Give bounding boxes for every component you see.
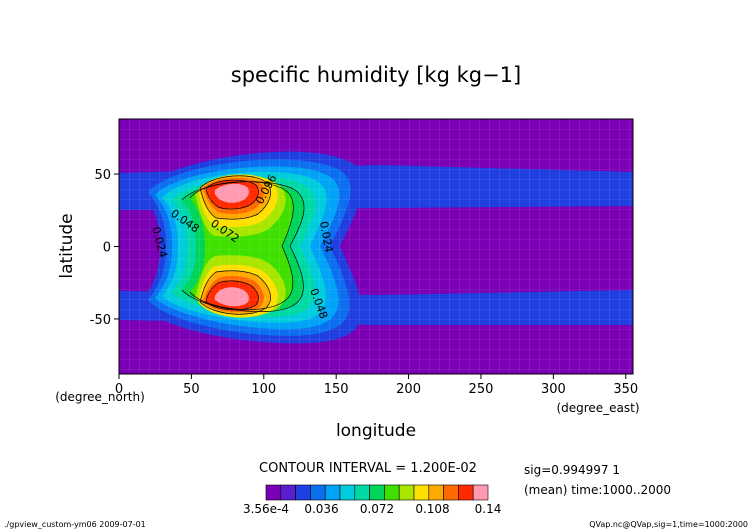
colorbar [265, 484, 489, 501]
contour-label-5: 0.024 [317, 220, 335, 253]
y-axis: 50 0 -50 [90, 168, 119, 328]
plot-area: 0.096 0.048 0.072 0.024 0.024 0.048 [119, 119, 633, 374]
x-tick-label: 200 [396, 382, 421, 397]
colorbar-swatch [369, 484, 385, 501]
x-tick-label: 350 [613, 382, 638, 397]
colorbar-swatch [354, 484, 370, 501]
colorbar-swatch [339, 484, 356, 501]
colorbar-swatch [458, 484, 474, 501]
colorbar-swatch [443, 484, 459, 501]
time-info: (mean) time:1000..2000 [524, 483, 671, 497]
colorbar-swatch [428, 484, 444, 501]
colorbar-swatch [324, 484, 341, 501]
x-tick-label: 100 [251, 382, 276, 397]
sigma-info: sig=0.994997 1 [524, 463, 620, 477]
y-axis-unit: (degree_north) [55, 390, 145, 404]
colorbar-swatch [310, 484, 326, 501]
y-axis-label: latitude [57, 213, 77, 278]
colorbar-swatch [398, 484, 415, 501]
x-axis: 0 50 100 150 200 250 300 350 [115, 374, 638, 397]
colorbar-tick-label: 0.036 [304, 502, 338, 516]
colorbar-swatch [265, 484, 282, 501]
colorbar-swatch [472, 484, 489, 501]
colorbar-tick-label: 0.14 [475, 502, 502, 516]
colorbar-tick-label: 0.108 [415, 502, 449, 516]
x-tick-label: 150 [324, 382, 349, 397]
y-tick-label: -50 [90, 313, 111, 328]
footer-left: ./gpview_custom-ym06 2009-07-01 [4, 520, 146, 529]
colorbar-swatch [413, 484, 430, 501]
colorbar-swatch [384, 484, 400, 501]
colorbar-tick-labels: 3.56e-4 0.036 0.072 0.108 0.14 [243, 502, 501, 516]
x-axis-label: longitude [336, 421, 416, 441]
chart-title: specific humidity [kg kg−1] [231, 63, 521, 87]
x-tick-label: 300 [541, 382, 566, 397]
x-tick-label: 0 [115, 382, 123, 397]
footer-right: QVap.nc@QVap,sig=1,time=1000:2000 [589, 520, 748, 529]
colorbar-tick-label: 3.56e-4 [243, 502, 289, 516]
y-tick-label: 0 [103, 241, 111, 256]
colorbar-swatch [295, 484, 311, 501]
colorbar-swatch [280, 484, 296, 501]
colorbar-tick-label: 0.072 [360, 502, 394, 516]
contour-interval: CONTOUR INTERVAL = 1.200E-02 [259, 461, 477, 476]
x-tick-label: 50 [183, 382, 200, 397]
x-tick-label: 250 [469, 382, 494, 397]
x-axis-unit: (degree_east) [556, 401, 639, 415]
y-tick-label: 50 [94, 168, 111, 183]
